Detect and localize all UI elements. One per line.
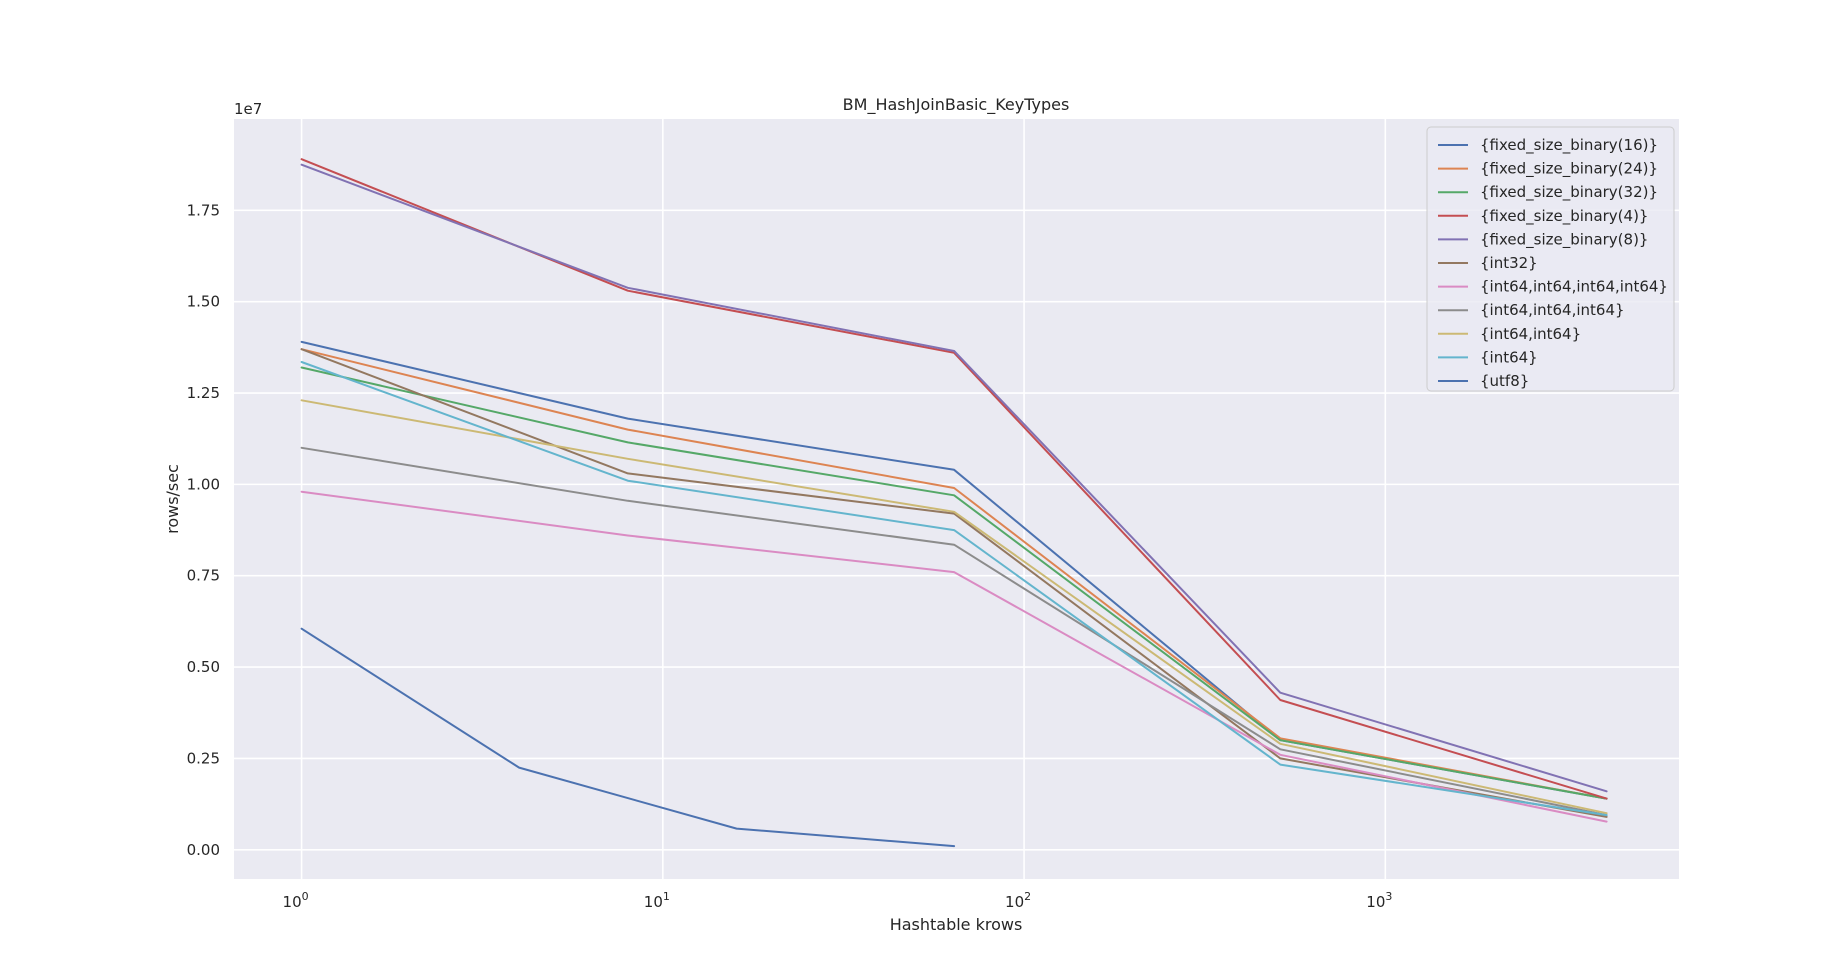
legend-label: {int64} (1480, 348, 1538, 366)
x-tick-exponent: 1 (663, 890, 670, 903)
y-tick-label: 1.00 (187, 475, 220, 493)
series-line (300, 361, 1608, 817)
grid-lines (234, 119, 1679, 879)
x-tick-base: 10 (283, 893, 302, 911)
series-line (300, 490, 1608, 823)
series-line (300, 163, 1608, 793)
series-line (300, 366, 1608, 800)
x-tick-label: 102 (1005, 890, 1031, 911)
y-offset-label: 1e7 (234, 100, 262, 118)
series-line (300, 399, 1608, 815)
y-axis-ticks: 0.00 0.25 0.50 0.75 1.00 1.25 1.50 1.75 (187, 201, 220, 858)
series-line (300, 348, 1608, 800)
y-tick-label: 1.75 (187, 201, 220, 219)
x-axis-label: Hashtable krows (890, 915, 1023, 934)
x-tick-exponent: 2 (1024, 890, 1031, 903)
y-tick-label: 0.75 (187, 567, 220, 585)
legend-label: {fixed_size_binary(8)} (1480, 230, 1648, 249)
series-line (300, 627, 956, 848)
legend-label: {int64,int64,int64} (1480, 301, 1625, 319)
y-tick-label: 1.25 (187, 384, 220, 402)
chart-title: BM_HashJoinBasic_KeyTypes (843, 95, 1070, 115)
series-line (300, 446, 1608, 817)
y-tick-label: 0.00 (187, 841, 220, 859)
legend-label: {fixed_size_binary(16)} (1480, 136, 1658, 155)
x-axis-ticks: 100 101 102 103 (283, 890, 1393, 911)
y-tick-label: 0.50 (187, 658, 220, 676)
x-tick-base: 10 (1005, 893, 1024, 911)
x-tick-base: 10 (644, 893, 663, 911)
legend: {fixed_size_binary(16)} {fixed_size_binar… (1426, 126, 1675, 392)
legend-label: {int32} (1480, 254, 1538, 272)
legend-box (1426, 126, 1675, 392)
legend-label: {int64,int64} (1480, 325, 1581, 343)
series-lines (300, 158, 1608, 848)
legend-label: {fixed_size_binary(24)} (1480, 160, 1658, 179)
x-tick-exponent: 3 (1385, 890, 1392, 903)
y-tick-label: 1.50 (187, 293, 220, 311)
y-axis-label: rows/sec (163, 464, 182, 534)
x-tick-label: 101 (644, 890, 670, 911)
x-tick-base: 10 (1366, 893, 1385, 911)
legend-items: {fixed_size_binary(16)} {fixed_size_binar… (1438, 136, 1668, 390)
legend-label: {fixed_size_binary(4)} (1480, 207, 1648, 226)
x-tick-label: 103 (1366, 890, 1392, 911)
x-tick-label: 100 (283, 890, 309, 911)
legend-label: {fixed_size_binary(32)} (1480, 183, 1658, 202)
x-tick-exponent: 0 (302, 890, 309, 903)
y-tick-label: 0.25 (187, 749, 220, 767)
legend-label: {utf8} (1480, 372, 1529, 390)
legend-label: {int64,int64,int64,int64} (1480, 278, 1668, 296)
